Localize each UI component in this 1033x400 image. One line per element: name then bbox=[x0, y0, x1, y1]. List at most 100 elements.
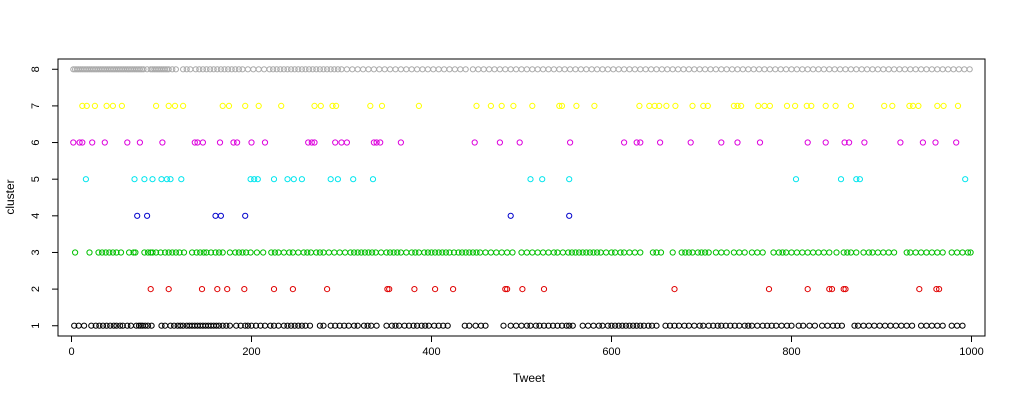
point bbox=[778, 322, 785, 329]
point bbox=[295, 249, 302, 256]
point bbox=[288, 322, 295, 329]
point bbox=[761, 66, 768, 73]
point bbox=[718, 139, 725, 146]
point bbox=[180, 102, 187, 110]
point bbox=[210, 66, 217, 73]
series-cluster-8 bbox=[70, 66, 973, 73]
point bbox=[149, 176, 156, 183]
point bbox=[482, 249, 489, 256]
point bbox=[622, 322, 630, 329]
series-cluster-5 bbox=[82, 176, 969, 183]
point bbox=[369, 176, 377, 183]
point bbox=[918, 249, 925, 256]
point bbox=[169, 66, 176, 73]
point bbox=[549, 322, 557, 329]
point bbox=[311, 139, 318, 146]
point bbox=[71, 322, 78, 329]
point bbox=[810, 66, 817, 73]
point bbox=[729, 66, 736, 73]
point bbox=[539, 176, 546, 183]
point bbox=[487, 249, 494, 256]
point bbox=[579, 322, 586, 329]
point bbox=[645, 322, 652, 329]
point bbox=[967, 249, 974, 256]
point bbox=[336, 322, 343, 329]
point bbox=[874, 249, 882, 256]
point bbox=[309, 66, 316, 73]
point bbox=[545, 322, 552, 329]
point bbox=[691, 66, 698, 73]
point bbox=[741, 249, 748, 256]
point bbox=[462, 66, 469, 73]
point bbox=[841, 139, 848, 146]
point bbox=[723, 66, 730, 73]
point bbox=[851, 322, 858, 329]
point bbox=[414, 66, 421, 73]
point bbox=[450, 249, 458, 256]
point bbox=[338, 139, 345, 146]
point bbox=[496, 66, 503, 73]
point bbox=[347, 249, 354, 256]
point bbox=[422, 322, 429, 329]
point bbox=[509, 249, 516, 256]
point bbox=[370, 139, 377, 146]
point bbox=[358, 249, 365, 256]
point bbox=[761, 102, 768, 110]
point bbox=[804, 66, 811, 73]
point bbox=[810, 249, 817, 256]
point bbox=[298, 322, 305, 329]
point bbox=[148, 322, 155, 329]
point bbox=[302, 66, 309, 73]
point bbox=[671, 322, 678, 329]
point bbox=[694, 249, 702, 256]
point bbox=[513, 322, 520, 329]
point bbox=[770, 249, 777, 256]
point bbox=[837, 176, 845, 183]
point bbox=[354, 66, 361, 73]
point bbox=[103, 322, 110, 329]
y-tick-label: 2 bbox=[30, 286, 42, 292]
point bbox=[486, 66, 493, 73]
point bbox=[332, 139, 339, 146]
point bbox=[832, 102, 839, 110]
point bbox=[86, 249, 93, 256]
point bbox=[136, 139, 143, 146]
point bbox=[939, 322, 946, 329]
point bbox=[889, 102, 896, 110]
point bbox=[392, 66, 399, 73]
point bbox=[475, 66, 482, 73]
point bbox=[819, 322, 826, 329]
point bbox=[286, 249, 293, 256]
point bbox=[278, 102, 285, 110]
point bbox=[608, 249, 615, 256]
point bbox=[583, 66, 590, 73]
point bbox=[585, 322, 592, 329]
point bbox=[72, 249, 79, 256]
point bbox=[722, 322, 729, 329]
point bbox=[153, 249, 160, 256]
point bbox=[387, 249, 394, 256]
point bbox=[731, 322, 738, 329]
point bbox=[934, 66, 941, 73]
point bbox=[304, 249, 311, 256]
point bbox=[212, 212, 219, 219]
point bbox=[159, 139, 166, 146]
point bbox=[254, 176, 261, 183]
point bbox=[847, 102, 855, 110]
point bbox=[586, 249, 594, 256]
point bbox=[565, 249, 572, 256]
point bbox=[451, 66, 458, 73]
point bbox=[200, 249, 207, 256]
point bbox=[626, 249, 633, 256]
point bbox=[378, 249, 385, 256]
point bbox=[705, 322, 712, 329]
point bbox=[840, 249, 847, 256]
point bbox=[608, 322, 615, 329]
point bbox=[573, 102, 580, 110]
point bbox=[415, 102, 422, 110]
y-axis-label: cluster bbox=[3, 179, 17, 214]
point bbox=[559, 249, 567, 256]
point bbox=[691, 322, 698, 329]
point bbox=[734, 139, 741, 146]
